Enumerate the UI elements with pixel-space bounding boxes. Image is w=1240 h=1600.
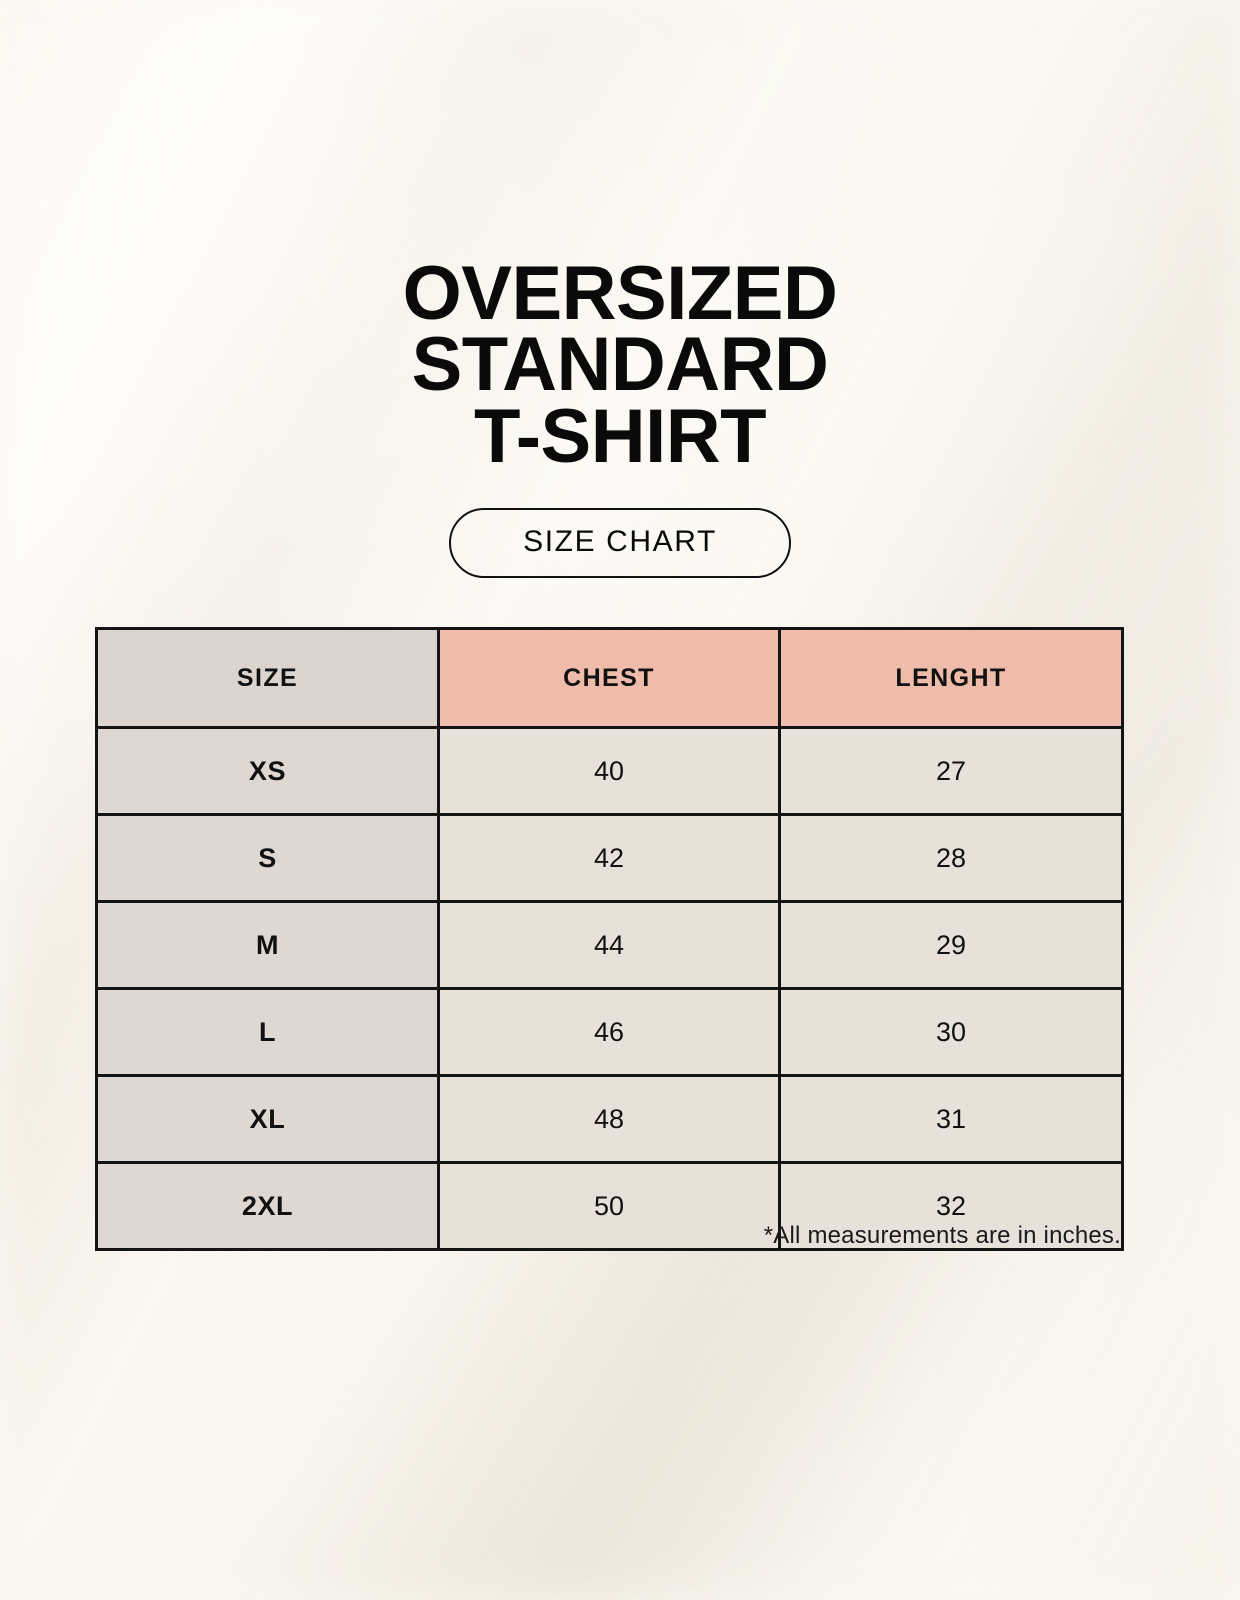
table-row: XL 48 31 xyxy=(95,1074,1124,1164)
cell-length: 28 xyxy=(778,813,1124,903)
cell-chest: 46 xyxy=(437,987,781,1077)
cell-length: 32 xyxy=(778,1161,1124,1251)
measurement-footnote: *All measurements are in inches. xyxy=(763,1222,1121,1249)
size-chart-badge-container: SIZE CHART xyxy=(0,508,1240,578)
size-table: SIZE CHEST LENGHT XS 40 27 S 42 28 M xyxy=(95,627,1124,1251)
cell-size: L xyxy=(95,987,440,1077)
cell-size: S xyxy=(95,813,440,903)
cell-size: XL xyxy=(95,1074,440,1164)
title-line-3: T-SHIRT xyxy=(473,393,767,479)
cell-size: XS xyxy=(95,726,440,816)
cell-chest: 48 xyxy=(437,1074,781,1164)
table-row: 2XL 50 32 xyxy=(95,1161,1124,1251)
cell-length: 30 xyxy=(778,987,1124,1077)
table-header-row: SIZE CHEST LENGHT xyxy=(95,627,1124,729)
table-row: L 46 30 xyxy=(95,987,1124,1077)
table-row: XS 40 27 xyxy=(95,726,1124,816)
cell-chest: 42 xyxy=(437,813,781,903)
page-title: OVERSIZED STANDARD T-SHIRT xyxy=(0,251,1240,479)
table-row: S 42 28 xyxy=(95,813,1124,903)
cell-length: 31 xyxy=(778,1074,1124,1164)
cell-chest: 40 xyxy=(437,726,781,816)
size-table-head: SIZE CHEST LENGHT xyxy=(95,627,1124,729)
title-line-1: OVERSIZED xyxy=(402,251,838,336)
cell-length: 27 xyxy=(778,726,1124,816)
cell-chest: 50 xyxy=(437,1161,781,1251)
cell-size: M xyxy=(95,900,440,990)
column-header-chest: CHEST xyxy=(437,627,781,729)
column-header-length: LENGHT xyxy=(778,627,1124,729)
table-row: M 44 29 xyxy=(95,900,1124,990)
cell-chest: 44 xyxy=(437,900,781,990)
size-table-container: SIZE CHEST LENGHT XS 40 27 S 42 28 M xyxy=(95,627,1124,1251)
size-chart-badge: SIZE CHART xyxy=(449,508,791,578)
title-line-2: STANDARD xyxy=(411,322,829,408)
cell-size: 2XL xyxy=(95,1161,440,1251)
cell-length: 29 xyxy=(778,900,1124,990)
size-table-body: XS 40 27 S 42 28 M 44 29 L 46 30 xyxy=(95,726,1124,1251)
column-header-size: SIZE xyxy=(95,627,440,729)
